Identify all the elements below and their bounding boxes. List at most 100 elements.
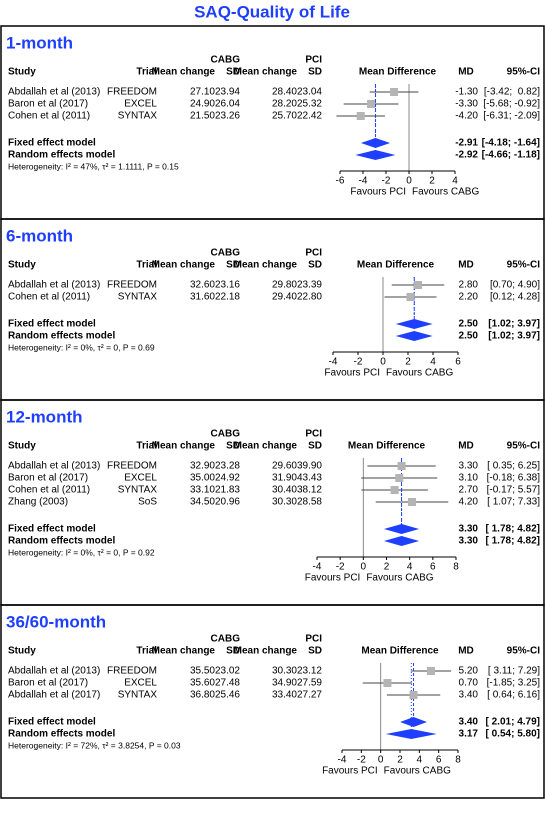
table-cell: 34.90 <box>272 678 297 689</box>
column-header: Study <box>8 441 36 452</box>
column-header: SD <box>308 67 322 78</box>
table-cell: 23.94 <box>215 87 240 98</box>
table-cell: 28.40 <box>272 87 297 98</box>
heterogeneity: Heterogeneity: I² = 72%, τ² = 3.8254, P … <box>8 740 181 750</box>
study-square <box>407 498 416 506</box>
table-cell: 23.16 <box>215 280 240 291</box>
ci-label: [0.12; 4.28] <box>490 292 540 303</box>
table-cell: 38.12 <box>297 485 322 496</box>
trial-name: FREEDOM <box>107 280 157 291</box>
study-name: Cohen et al (2011) <box>8 485 90 496</box>
md-label: -1.30 <box>455 87 478 98</box>
ci-label: [ 3.11; 7.29] <box>488 666 540 677</box>
table-cell: 30.30 <box>272 497 297 508</box>
column-header: Mean change <box>234 67 298 78</box>
study-square <box>406 293 415 301</box>
trial-name: SYNTAX <box>118 292 158 303</box>
table-cell: 31.60 <box>190 292 215 303</box>
column-header: SD <box>308 646 322 657</box>
table-cell: 21.50 <box>190 111 215 122</box>
ci-label: [-3.42; 0.82] <box>484 87 540 98</box>
study-name: Abdallah et al (2013) <box>8 461 100 472</box>
x-label-right: Favours CABG <box>412 187 479 198</box>
pooled-md: 3.30 <box>459 524 479 535</box>
group-header: CABG <box>211 429 241 440</box>
pooled-ci: [-4.66; -1.18] <box>482 150 540 161</box>
table-cell: 22.42 <box>297 111 322 122</box>
md-label: 2.20 <box>459 292 479 303</box>
table-cell: 29.60 <box>272 461 297 472</box>
study-square <box>409 691 418 699</box>
study-name: Abdallah et al (2013) <box>8 666 100 677</box>
group-header: CABG <box>211 55 241 66</box>
pooled-diamond <box>385 729 437 739</box>
x-tick-label: 4 <box>430 357 436 368</box>
pooled-diamond <box>395 331 433 341</box>
study-name: Abdallah et al (2013) <box>8 87 100 98</box>
x-label-right: Favours CABG <box>386 368 453 379</box>
trial-name: EXCEL <box>124 473 157 484</box>
x-tick-label: 4 <box>407 562 413 573</box>
panel-title: 36/60-month <box>6 612 106 631</box>
md-label: 5.20 <box>459 666 479 677</box>
pooled-md: -2.92 <box>455 150 478 161</box>
table-cell: 22.18 <box>215 292 240 303</box>
ci-label: [ 1.07; 7.33] <box>487 497 540 508</box>
table-cell: 43.43 <box>297 473 322 484</box>
table-cell: 24.92 <box>215 473 240 484</box>
table-cell: 21.83 <box>215 485 240 496</box>
panel-title: 1-month <box>6 33 73 52</box>
x-tick-label: 6 <box>455 357 461 368</box>
x-tick-label: -4 <box>359 176 368 187</box>
group-header: CABG <box>211 634 241 645</box>
table-cell: 31.90 <box>272 473 297 484</box>
table-cell: 30.30 <box>272 666 297 677</box>
group-header: PCI <box>305 248 322 259</box>
md-label: 2.80 <box>459 280 479 291</box>
x-tick-label: -4 <box>329 357 338 368</box>
table-cell: 23.39 <box>297 280 322 291</box>
table-cell: 23.12 <box>297 666 322 677</box>
md-label: 2.70 <box>459 485 479 496</box>
table-cell: 35.60 <box>190 678 215 689</box>
pooled-md: -2.91 <box>455 138 478 149</box>
md-label: 4.20 <box>459 497 479 508</box>
table-cell: 27.10 <box>190 87 215 98</box>
x-tick-label: -6 <box>336 176 345 187</box>
table-cell: 27.27 <box>297 690 322 701</box>
pooled-diamond <box>383 524 420 534</box>
md-label: 3.10 <box>459 473 479 484</box>
trial-name: SoS <box>138 497 157 508</box>
pooled-md: 3.40 <box>459 717 479 728</box>
table-cell: 23.02 <box>215 666 240 677</box>
pooled-md: 2.50 <box>459 319 479 330</box>
table-cell: 29.40 <box>272 292 297 303</box>
table-cell: 28.20 <box>272 99 297 110</box>
study-name: Baron et al (2017) <box>8 99 88 110</box>
x-tick-label: -2 <box>357 755 366 766</box>
column-header: SD <box>226 646 240 657</box>
study-square <box>395 474 404 482</box>
study-square <box>397 462 406 470</box>
panel-title: 6-month <box>6 226 73 245</box>
study-square <box>390 88 399 96</box>
table-cell: 23.28 <box>215 461 240 472</box>
x-label-right: Favours CABG <box>366 573 433 584</box>
panel-border <box>0 604 545 799</box>
md-label: 3.40 <box>459 690 479 701</box>
pooled-diamond <box>395 319 433 329</box>
pooled-name: Fixed effect model <box>8 524 96 535</box>
study-square <box>390 486 399 494</box>
table-cell: 34.50 <box>190 497 215 508</box>
column-header: Mean change <box>234 646 298 657</box>
study-square <box>383 679 392 687</box>
column-header: Study <box>8 260 36 271</box>
ci-label: [ 0.64; 6.16] <box>487 690 540 701</box>
study-name: Baron et al (2017) <box>8 473 88 484</box>
pooled-diamond <box>355 150 396 160</box>
column-header: MD <box>458 441 474 452</box>
ci-label: [-5.68; -0.92] <box>483 99 540 110</box>
study-name: Abdallah et al (2013) <box>8 280 100 291</box>
trial-name: FREEDOM <box>107 461 157 472</box>
table-cell: 27.59 <box>297 678 322 689</box>
